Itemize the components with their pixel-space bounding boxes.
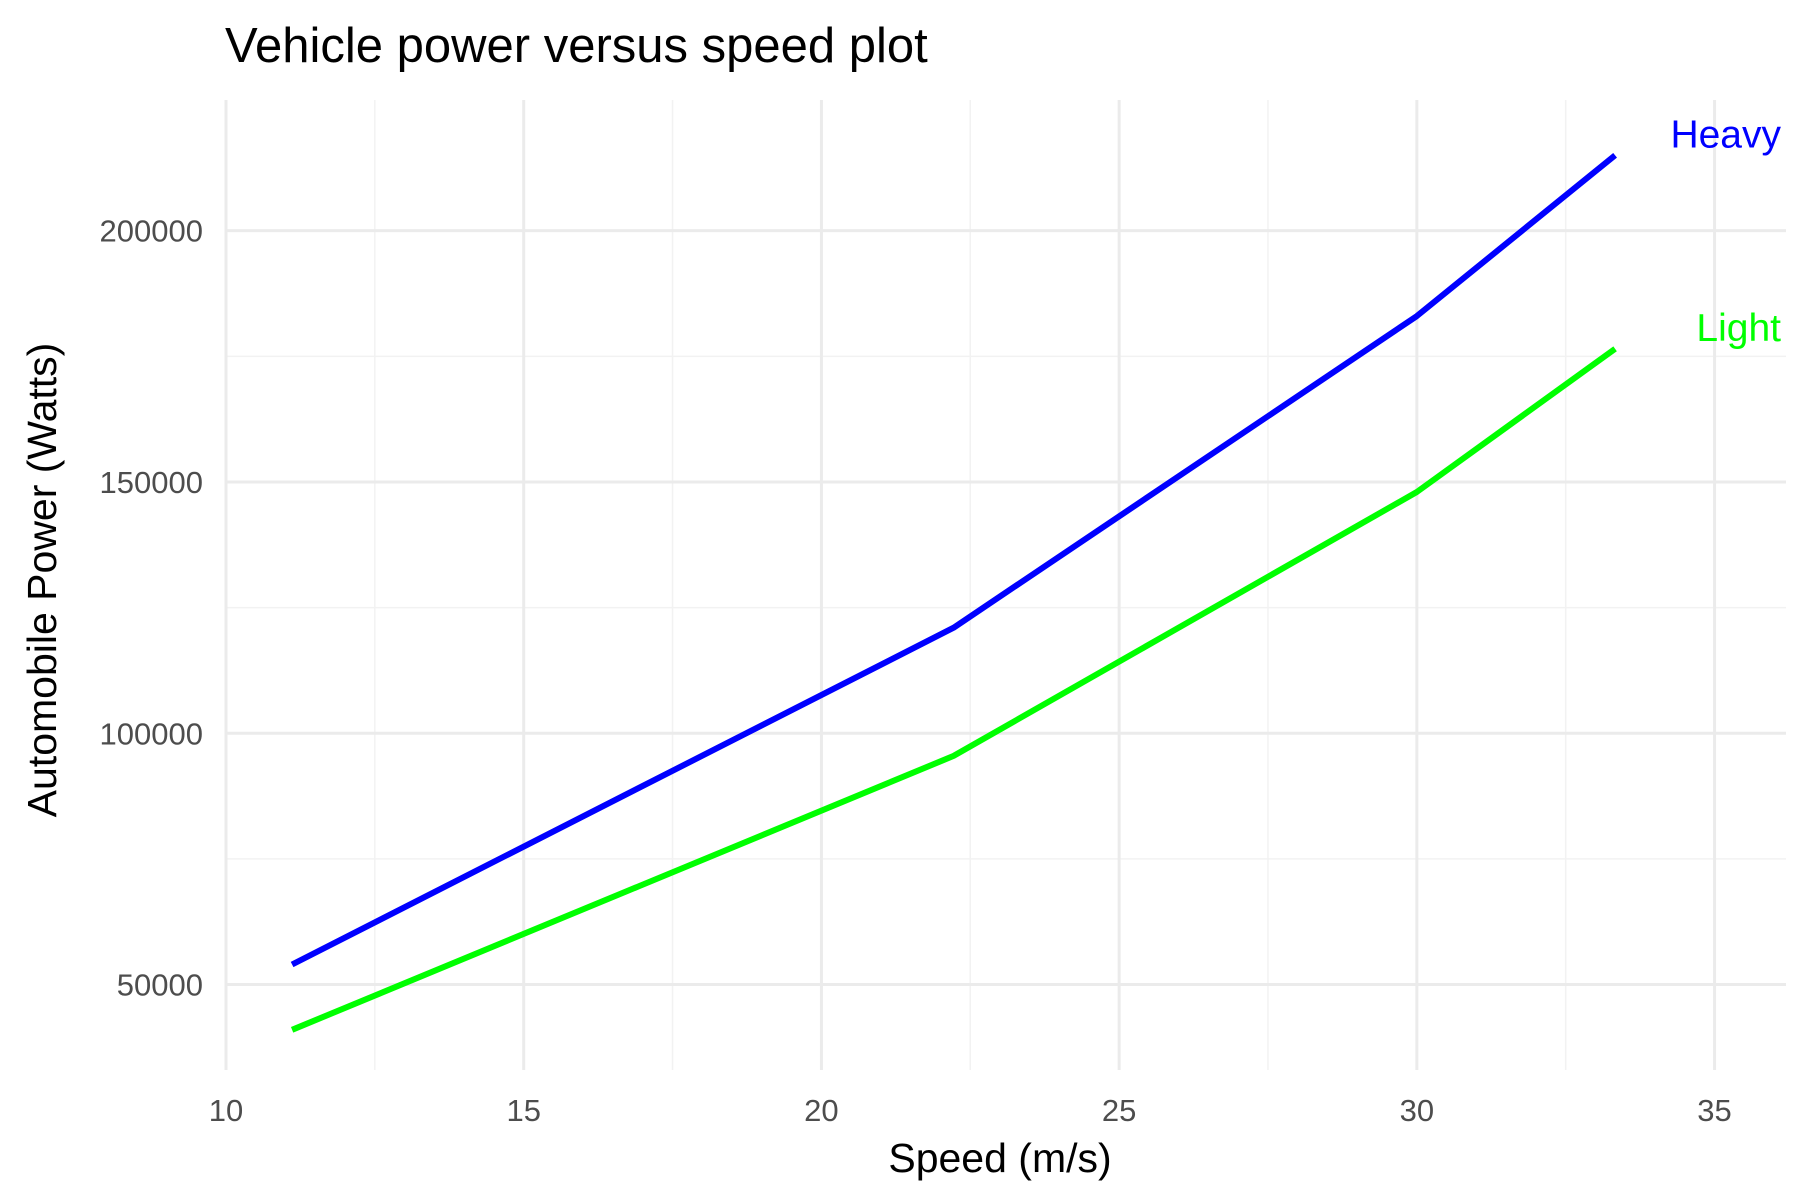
y-axis-title: Automobile Power (Watts) [19, 343, 65, 818]
series-line-light [290, 346, 1617, 1033]
series-label-heavy: Heavy [1670, 113, 1781, 156]
y-axis-tick-labels: 50000 100000 150000 200000 [100, 214, 203, 1003]
x-tick-label: 10 [209, 1093, 243, 1128]
x-tick-label: 35 [1697, 1093, 1731, 1128]
y-tick-label: 50000 [117, 968, 203, 1003]
x-tick-label: 15 [506, 1093, 540, 1128]
minor-gridlines [226, 100, 1786, 1070]
x-tick-label: 20 [804, 1093, 838, 1128]
major-gridlines [224, 100, 1786, 1070]
series-lines [290, 152, 1617, 1033]
series-labels: Heavy Light [1670, 113, 1781, 349]
y-tick-label: 100000 [100, 716, 203, 751]
x-axis-title: Speed (m/s) [888, 1135, 1111, 1181]
x-tick-label: 25 [1102, 1093, 1136, 1128]
y-tick-label: 150000 [100, 465, 203, 500]
x-tick-label: 30 [1400, 1093, 1434, 1128]
y-tick-label: 200000 [100, 214, 203, 249]
chart-title: Vehicle power versus speed plot [225, 19, 928, 73]
series-label-light: Light [1696, 307, 1781, 350]
x-axis-tick-labels: 10 15 20 25 30 35 [209, 1093, 1732, 1128]
series-line-heavy [290, 152, 1617, 968]
